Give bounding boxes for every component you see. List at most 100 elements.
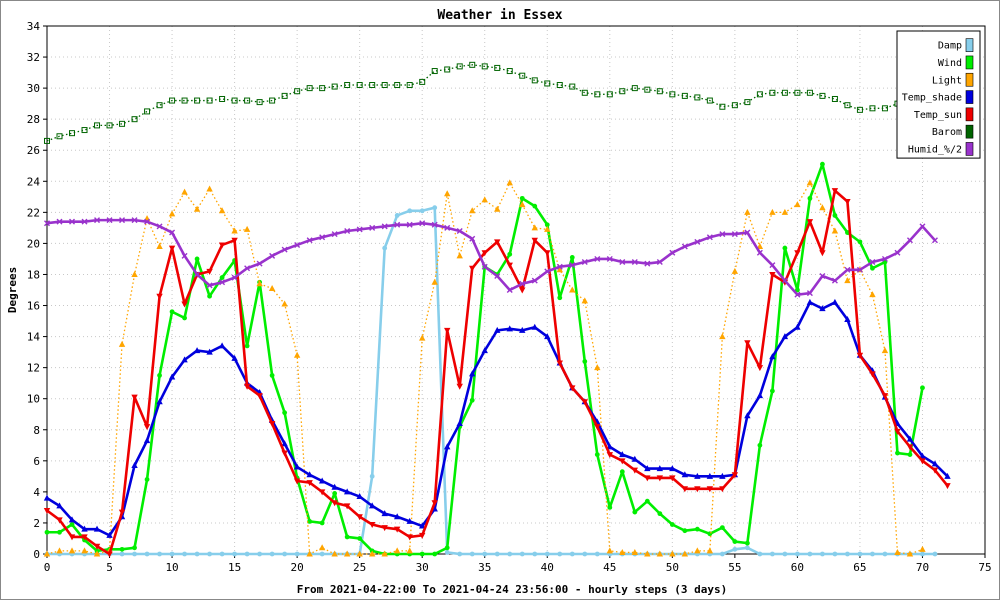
data-point [869, 291, 876, 298]
data-point [569, 286, 576, 293]
data-point [769, 208, 776, 215]
data-point [256, 260, 263, 267]
data-point [544, 250, 551, 257]
data-point [744, 99, 751, 106]
data-point [282, 551, 288, 557]
data-point [132, 551, 137, 557]
data-point [194, 97, 201, 104]
data-point [182, 315, 187, 321]
data-point [218, 342, 226, 349]
data-point [381, 525, 388, 532]
data-point [681, 92, 688, 99]
data-point [694, 94, 701, 101]
data-point [519, 195, 525, 201]
data-point [619, 451, 626, 458]
data-point [719, 486, 726, 493]
data-point [93, 525, 101, 532]
data-point [782, 551, 788, 557]
data-point [456, 227, 463, 234]
data-point [856, 266, 863, 273]
data-point [782, 245, 788, 251]
data-point [243, 383, 251, 390]
data-point [456, 383, 463, 390]
data-point [556, 82, 563, 89]
data-point [919, 545, 926, 552]
data-point [81, 547, 88, 554]
data-point [857, 551, 863, 557]
data-point [719, 525, 725, 530]
data-point [231, 237, 238, 244]
data-point [68, 547, 76, 554]
data-point [694, 486, 701, 493]
data-point [532, 551, 538, 557]
data-point [181, 301, 188, 308]
data-point [419, 551, 425, 557]
data-point [318, 489, 326, 496]
data-point [43, 550, 51, 557]
x-tick-label: 20 [291, 561, 304, 574]
data-point [895, 450, 900, 456]
data-point [669, 550, 676, 557]
data-point [607, 505, 613, 510]
data-point [356, 514, 363, 521]
data-point [244, 265, 251, 272]
y-tick-label: 20 [27, 237, 40, 250]
data-point [431, 278, 438, 285]
data-point [81, 218, 88, 225]
legend-item: Damp [938, 38, 974, 52]
data-point [506, 325, 513, 332]
data-point [118, 340, 126, 347]
data-point [832, 213, 838, 218]
data-point [106, 217, 113, 224]
x-tick-label: 15 [228, 561, 241, 574]
y-tick-label: 6 [33, 455, 40, 468]
x-tick-label: 40 [541, 561, 554, 574]
data-point [343, 488, 351, 495]
data-point [819, 305, 826, 312]
data-point [444, 190, 451, 197]
data-point [481, 63, 488, 70]
data-point [594, 424, 601, 431]
y-tick-label: 16 [27, 300, 40, 313]
data-point [144, 477, 150, 482]
data-point [544, 333, 551, 340]
data-point [306, 85, 313, 92]
data-point [269, 97, 276, 104]
data-point [407, 208, 413, 214]
x-tick-label: 0 [44, 561, 51, 574]
data-point [206, 348, 213, 355]
x-tick-label: 60 [791, 561, 804, 574]
y-tick-label: 2 [33, 517, 40, 530]
data-point [144, 551, 150, 557]
data-point [706, 234, 713, 241]
data-point [218, 242, 226, 249]
data-point [456, 420, 463, 427]
data-point [582, 551, 588, 557]
data-point [644, 475, 651, 482]
data-point [631, 548, 639, 555]
data-point [131, 217, 138, 224]
data-point [756, 392, 764, 399]
data-point [319, 85, 326, 92]
data-point [694, 526, 700, 532]
data-point [106, 122, 113, 129]
data-point [906, 435, 914, 442]
data-point [845, 551, 850, 557]
data-point [281, 246, 288, 253]
data-point [419, 78, 426, 85]
data-point [919, 458, 926, 465]
data-point [920, 385, 925, 391]
data-point [219, 275, 225, 280]
data-point [531, 277, 538, 284]
data-point [694, 238, 701, 245]
data-point [869, 371, 876, 378]
data-point [306, 550, 313, 557]
data-point [506, 287, 513, 293]
data-point [494, 205, 501, 212]
data-point [794, 323, 801, 330]
data-point [669, 249, 676, 256]
data-point [581, 297, 588, 304]
data-point [656, 259, 663, 266]
series-humid-2 [44, 217, 938, 298]
